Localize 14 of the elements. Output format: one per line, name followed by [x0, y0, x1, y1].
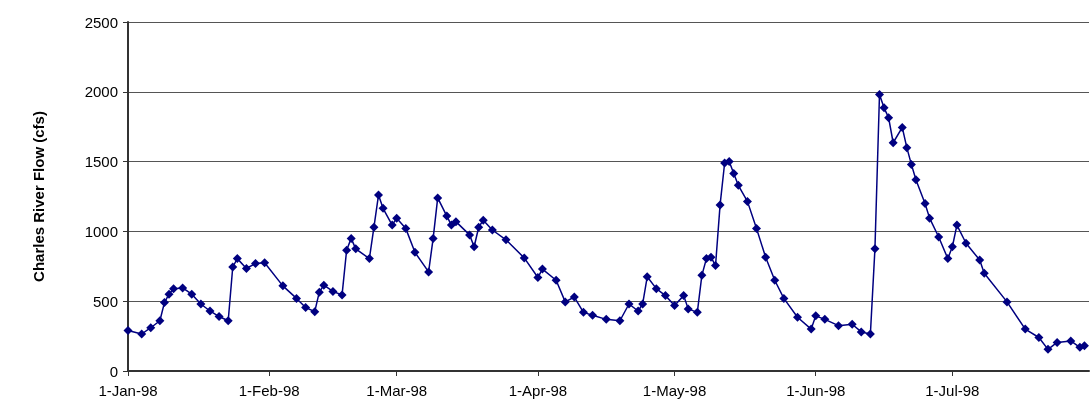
y-tick-label: 1500 — [84, 153, 118, 171]
x-tick-label: 1-Apr-98 — [508, 382, 568, 399]
y-tick-label: 2000 — [84, 83, 118, 101]
x-tick-label: 1-Jul-98 — [925, 382, 980, 399]
y-tick-label: 0 — [109, 362, 118, 380]
y-tick-label: 500 — [92, 292, 118, 310]
x-tick-label: 1-May-98 — [642, 382, 707, 399]
x-tick-label: 1-Jan-98 — [98, 382, 158, 399]
y-tick-label: 1000 — [84, 222, 118, 240]
y-tick-label: 2500 — [84, 13, 118, 31]
x-tick-label: 1-Feb-98 — [238, 382, 300, 399]
y-axis-title: Charles River Flow (cfs) — [30, 111, 47, 282]
x-tick-label: 1-Jun-98 — [786, 382, 846, 399]
x-tick-label: 1-Mar-98 — [366, 382, 428, 399]
